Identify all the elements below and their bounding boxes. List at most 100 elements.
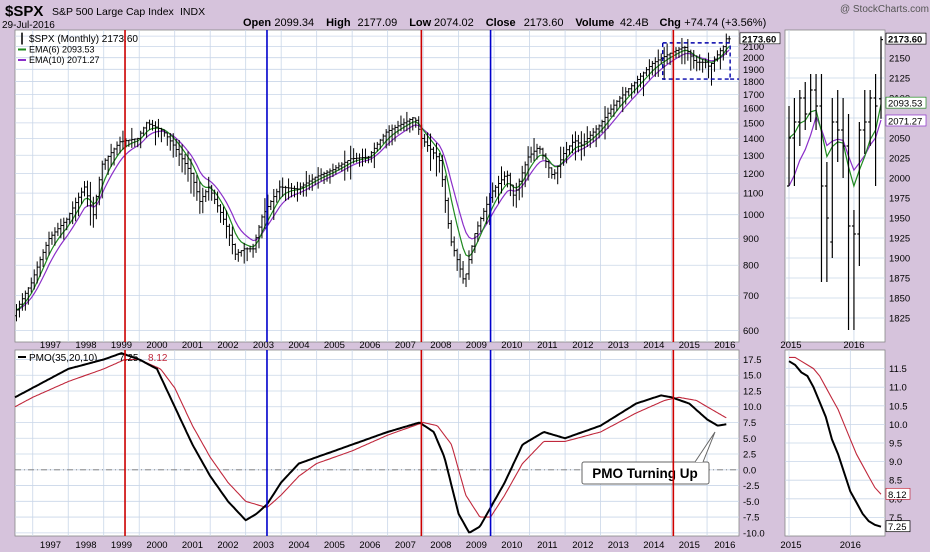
pmo-tick-5: 5.0	[743, 434, 756, 445]
ohlc-bar	[77, 192, 81, 217]
pmo-x-tick-2002: 2002	[217, 540, 238, 551]
x-tick-2001: 2001	[182, 340, 203, 351]
pmo-tick-15: 15.0	[743, 371, 762, 382]
legend-ohlc-icon: ┃	[19, 32, 25, 45]
ohlc-bar	[698, 54, 702, 71]
ohlc-bar	[449, 220, 453, 247]
stat-value-low: 2074.02	[434, 17, 474, 29]
ohlc-bar	[20, 293, 24, 311]
ohlc-bar	[227, 223, 231, 246]
zoom-pmo-value-box-0	[885, 487, 911, 500]
ohlc-bar	[322, 171, 326, 184]
pmo-legend-value: 7.25,	[119, 353, 141, 364]
ohlc-bar	[248, 245, 252, 253]
x-tick-2015: 2015	[679, 340, 700, 351]
pmo-tick--7.5: -7.5	[743, 513, 759, 524]
pmo-tick-7.5: 7.5	[743, 418, 756, 429]
ohlc-bar	[165, 132, 169, 146]
zoom-ohlc-bar	[841, 98, 846, 178]
ohlc-bar	[621, 86, 625, 113]
x-tick-2005: 2005	[324, 340, 345, 351]
ohlc-bar	[269, 200, 273, 211]
pmo-tick--10: -10.0	[743, 528, 765, 539]
ohlc-bar	[97, 176, 101, 206]
zoom-tick-2150: 2150	[889, 54, 910, 65]
ohlc-bar	[399, 115, 403, 132]
ohlc-bar	[183, 153, 187, 175]
ohlc-bar	[467, 250, 471, 280]
pmo-x-tick-2004: 2004	[288, 540, 309, 551]
ohlc-bar	[641, 71, 645, 97]
ohlc-bar	[565, 141, 569, 164]
ohlc-bar	[393, 124, 397, 142]
pmo-x-tick-2000: 2000	[146, 540, 167, 551]
ohlc-bar	[606, 107, 610, 129]
ohlc-bar	[500, 166, 504, 194]
ohlc-bar	[88, 181, 92, 226]
x-tick-2013: 2013	[608, 340, 629, 351]
ohlc-bar	[390, 124, 394, 146]
ohlc-bar	[712, 56, 716, 72]
y-tick-1300: 1300	[743, 151, 764, 162]
y-tick-1400: 1400	[743, 134, 764, 145]
x-tick-2016: 2016	[714, 340, 735, 351]
ohlc-bar	[216, 191, 220, 213]
pmo-x-tick-2011: 2011	[537, 540, 557, 551]
ohlc-bar	[378, 139, 382, 150]
ohlc-bar	[491, 182, 495, 203]
zoom-pmo-tick-8: 8.0	[889, 494, 902, 505]
zoom-ohlc-bar	[846, 114, 851, 330]
ohlc-bar	[284, 185, 288, 201]
x-tick-2008: 2008	[430, 340, 451, 351]
stat-value-close: 2173.60	[524, 17, 564, 29]
ohlc-bar	[213, 189, 217, 205]
ohlc-bar	[588, 131, 592, 148]
ohlc-bar	[647, 59, 651, 80]
ohlc-bar	[361, 148, 365, 167]
zoom-ohlc-bar	[857, 122, 862, 266]
ohlc-bar	[384, 129, 388, 149]
ohlc-bar	[47, 231, 51, 256]
ohlc-bar	[151, 119, 155, 131]
ohlc-bar	[559, 146, 563, 179]
zoom-ohlc-bar	[835, 90, 840, 162]
ohlc-bar	[387, 125, 391, 146]
ohlc-bar	[505, 170, 509, 188]
ohlc-bar	[80, 187, 84, 205]
zoom-ohlc-bar	[803, 82, 808, 130]
x-tick-2006: 2006	[359, 340, 380, 351]
ohlc-bar	[547, 160, 551, 179]
zoom-x-tick-2015: 2015	[780, 340, 801, 351]
ohlc-bar	[597, 124, 601, 139]
ohlc-bar	[396, 120, 400, 135]
ohlc-bar	[195, 175, 199, 201]
ohlc-bar	[275, 188, 279, 203]
pmo-x-tick-2014: 2014	[643, 540, 664, 551]
annotation-box	[581, 461, 710, 485]
ohlc-bar	[665, 43, 669, 65]
ohlc-bar	[461, 261, 465, 284]
pmo-x-tick-2005: 2005	[324, 540, 345, 551]
ohlc-bar	[715, 50, 719, 62]
stat-label-high: High	[326, 17, 351, 29]
pmo-x-tick-1999: 1999	[111, 540, 132, 551]
y-tick-900: 900	[743, 234, 759, 245]
ohlc-bar	[594, 125, 598, 148]
zoom-value-box-2	[885, 114, 927, 127]
zoom-ohlc-bar	[787, 106, 791, 187]
zoom-tick-2000: 2000	[889, 174, 910, 185]
ohlc-bar	[417, 116, 421, 135]
stat-label-close: Close	[486, 17, 516, 29]
ohlc-bar	[479, 216, 483, 232]
pmo-x-tick-2003: 2003	[253, 540, 274, 551]
ohlc-bar	[668, 52, 672, 66]
x-tick-1997: 1997	[40, 340, 61, 351]
ohlc-bar	[429, 133, 433, 171]
pmo-tick-2.5: 2.5	[743, 450, 756, 461]
ohlc-bar	[707, 52, 711, 79]
ohlc-bar	[263, 198, 267, 229]
ohlc-bar	[127, 139, 131, 147]
x-tick-2014: 2014	[643, 340, 664, 351]
ohlc-bar	[29, 277, 33, 293]
ohlc-bar	[570, 134, 574, 154]
